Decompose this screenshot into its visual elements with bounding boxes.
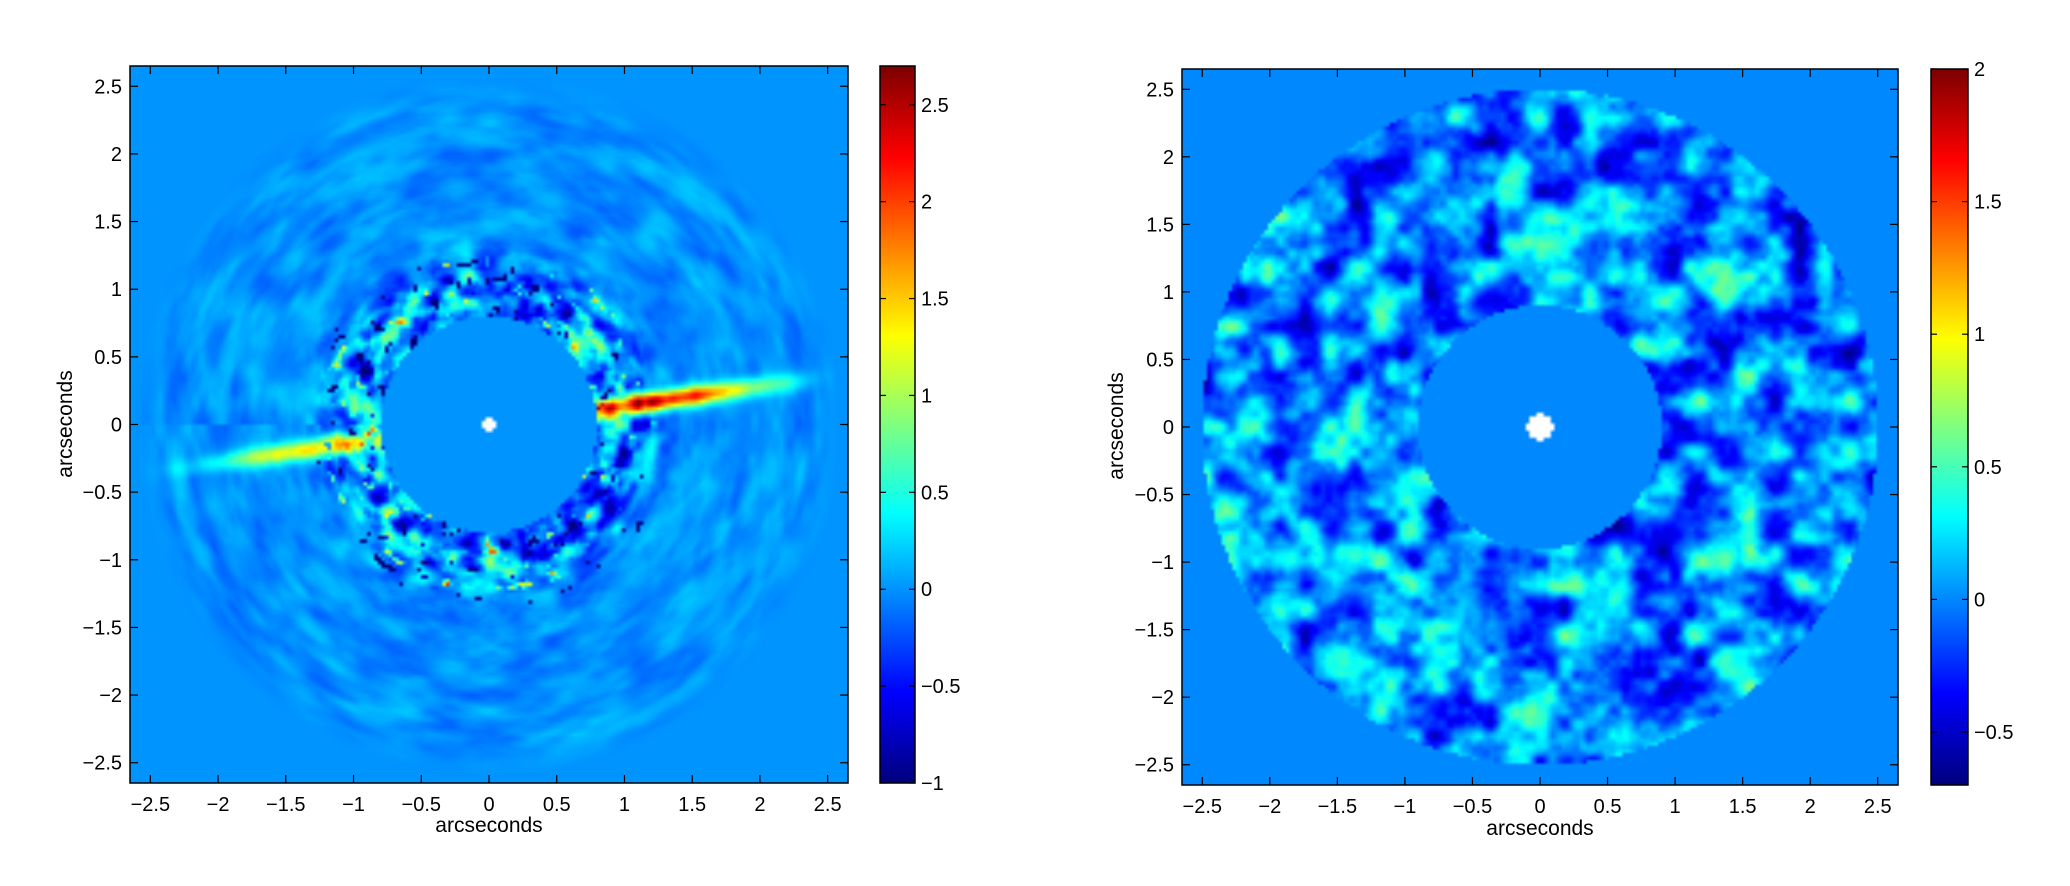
y-tick-label: −0.5 (1135, 485, 1174, 507)
x-tick-label: −2.5 (131, 794, 170, 816)
y-tick-label: −2 (1151, 687, 1174, 709)
y-tick-label: 2 (1163, 147, 1174, 169)
y-tick-label: 2.5 (94, 76, 122, 98)
left-x-axis-label: arcseconds (435, 814, 542, 837)
colorbar-tick-label: −0.5 (921, 676, 960, 698)
y-tick-label: 0 (1163, 417, 1174, 439)
y-tick-label: 2.5 (1146, 79, 1174, 101)
x-tick-label: 1.5 (1729, 796, 1757, 818)
left-x-axis: −2.5 −2 −1.5 −1 −0.5 0 0.5 1 1.5 2 2.5 (131, 66, 842, 816)
right-colorbar-ticks: −0.5 0 0.5 1 1.5 2 (1931, 59, 2013, 744)
left-colorbar: −1 −0.5 0 0.5 1 1.5 2 2.5 (879, 65, 960, 795)
left-colorbar-ticks: −1 −0.5 0 0.5 1 1.5 2 2.5 (880, 95, 960, 795)
right-y-axis: −2.5 −2 −1.5 −1 −0.5 0 0.5 1 1.5 2 2.5 (1135, 79, 1898, 777)
right-colorbar-frame (1930, 68, 1969, 786)
x-tick-label: −1.5 (266, 794, 305, 816)
y-tick-label: −1.5 (83, 617, 122, 639)
colorbar-tick-label: 0 (921, 579, 932, 601)
right-image (1182, 69, 1898, 785)
x-tick-label: 0.5 (1594, 796, 1622, 818)
y-tick-label: −1 (1151, 552, 1174, 574)
colorbar-tick-label: 0.5 (921, 482, 949, 504)
right-colorbar: −0.5 0 0.5 1 1.5 2 (1930, 59, 2013, 786)
right-x-axis: −2.5 −2 −1.5 −1 −0.5 0 0.5 1 1.5 2 2.5 (1183, 69, 1892, 818)
y-tick-label: −2 (99, 685, 122, 707)
left-image (130, 66, 848, 783)
x-tick-label: −2 (1258, 796, 1281, 818)
right-heatmap-image (1182, 69, 1898, 785)
left-chart: −2.5 −2 −1.5 −1 −0.5 0 0.5 1 1.5 2 2.5 −2.5−2−1.5−… (54, 65, 960, 837)
y-tick-label: 1 (111, 279, 122, 301)
colorbar-tick-label: 1 (1974, 324, 1985, 346)
y-tick-label: −2.5 (1135, 755, 1174, 777)
x-tick-label: 2.5 (814, 794, 842, 816)
x-tick-label: −2 (207, 794, 230, 816)
x-tick-label: 2.5 (1864, 796, 1892, 818)
colorbar-tick-label: 0.5 (1974, 457, 2002, 479)
colorbar-tick-label: 1.5 (1974, 192, 2002, 214)
x-tick-label: −2.5 (1183, 796, 1222, 818)
x-tick-label: 0 (483, 794, 494, 816)
colorbar-tick-label: 2 (921, 192, 932, 214)
x-tick-label: 0.5 (543, 794, 571, 816)
colorbar-tick-label: −1 (921, 773, 944, 795)
x-tick-label: 2 (754, 794, 765, 816)
right-chart: −2.5 −2 −1.5 −1 −0.5 0 0.5 1 1.5 2 2.5 −2.5−2−1.5−… (1105, 59, 2013, 840)
y-tick-label: −1.5 (1135, 620, 1174, 642)
y-tick-label: 2 (111, 144, 122, 166)
y-tick-label: −2.5 (83, 753, 122, 775)
colorbar-tick-label: 2.5 (921, 95, 949, 117)
x-tick-label: −0.5 (402, 794, 441, 816)
colorbar-tick-label: 1 (921, 385, 932, 407)
x-tick-label: −1 (342, 794, 365, 816)
x-tick-label: −1.5 (1318, 796, 1357, 818)
left-colorbar-gradient (880, 66, 915, 783)
y-tick-label: 1.5 (1146, 214, 1174, 236)
colorbar-tick-label: 0 (1974, 589, 1985, 611)
y-tick-label: 0.5 (1146, 349, 1174, 371)
x-tick-label: −0.5 (1453, 796, 1492, 818)
y-tick-label: −1 (99, 550, 122, 572)
y-tick-label: 1 (1163, 282, 1174, 304)
left-colorbar-frame (879, 65, 916, 784)
x-tick-label: −1 (1393, 796, 1416, 818)
colorbar-tick-label: −0.5 (1974, 722, 2013, 744)
x-tick-label: 2 (1805, 796, 1816, 818)
left-y-axis: −2.5 −2 −1.5 −1 −0.5 0 0.5 1 1.5 2 2.5 (83, 76, 848, 775)
x-tick-label: 1.5 (678, 794, 706, 816)
y-tick-label: 0.5 (94, 347, 122, 369)
right-y-axis-label: arcseconds (1105, 372, 1128, 479)
x-tick-label: 0 (1534, 796, 1545, 818)
x-tick-label: 1 (619, 794, 630, 816)
y-tick-label: 0 (111, 415, 122, 437)
left-heatmap-image (130, 66, 848, 783)
left-y-axis-label: arcseconds (54, 370, 77, 477)
colorbar-tick-label: 2 (1974, 59, 1985, 81)
right-colorbar-gradient (1931, 69, 1968, 785)
y-tick-label: −0.5 (83, 482, 122, 504)
colorbar-tick-label: 1.5 (921, 289, 949, 311)
right-x-axis-label: arcseconds (1486, 817, 1593, 840)
y-tick-label: 1.5 (94, 212, 122, 234)
x-tick-label: 1 (1670, 796, 1681, 818)
